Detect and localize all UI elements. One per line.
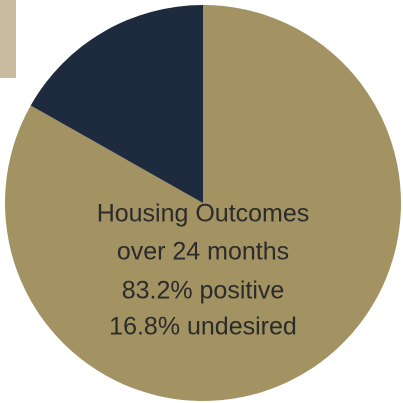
data-label: 16.8% undesired <box>109 313 297 341</box>
chart-subtitle: over 24 months <box>117 238 289 266</box>
decoration <box>0 0 16 78</box>
chart-title: Housing Outcomes <box>97 200 310 228</box>
pie-slice <box>30 4 204 203</box>
labels: 83.2% positive 16.8% undesired <box>109 277 297 341</box>
data-label: 83.2% positive <box>122 277 285 305</box>
pie-slice <box>4 5 402 401</box>
pie <box>4 4 402 401</box>
